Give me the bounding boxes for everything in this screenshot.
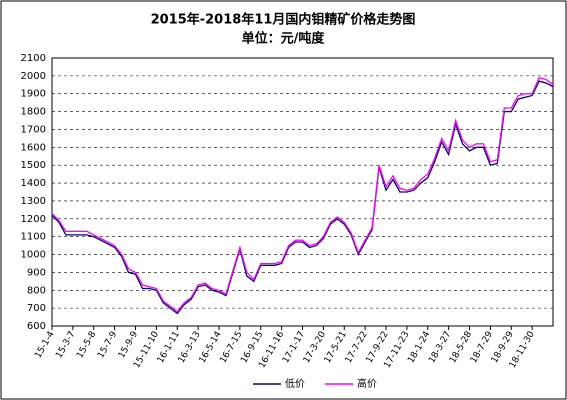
y-tick-label: 1500: [21, 160, 46, 171]
legend-label: 高价: [357, 377, 377, 390]
series-line: [51, 80, 554, 315]
y-tick-label: 1700: [21, 124, 46, 135]
y-tick-label: 700: [27, 303, 46, 314]
y-tick-label: 1800: [21, 107, 46, 118]
y-tick-label: 1400: [21, 178, 46, 189]
y-tick-label: 2000: [21, 71, 46, 82]
chart-title: 2015年-2018年11月国内钼精矿价格走势图: [151, 12, 416, 28]
y-tick-label: 600: [27, 321, 46, 332]
y-tick-label: 900: [27, 267, 46, 278]
y-tick-label: 1900: [21, 89, 46, 100]
y-tick-label: 1300: [21, 196, 46, 207]
y-tick-label: 1100: [21, 232, 46, 243]
legend-label: 低价: [285, 377, 305, 390]
chart-subtitle: 单位：元/吨度: [242, 31, 326, 47]
y-tick-label: 2100: [21, 53, 46, 64]
series-line: [51, 76, 554, 313]
y-tick-label: 800: [27, 285, 46, 296]
y-tick-label: 1200: [21, 214, 46, 225]
y-tick-label: 1600: [21, 142, 46, 153]
y-tick-label: 1000: [21, 250, 46, 261]
